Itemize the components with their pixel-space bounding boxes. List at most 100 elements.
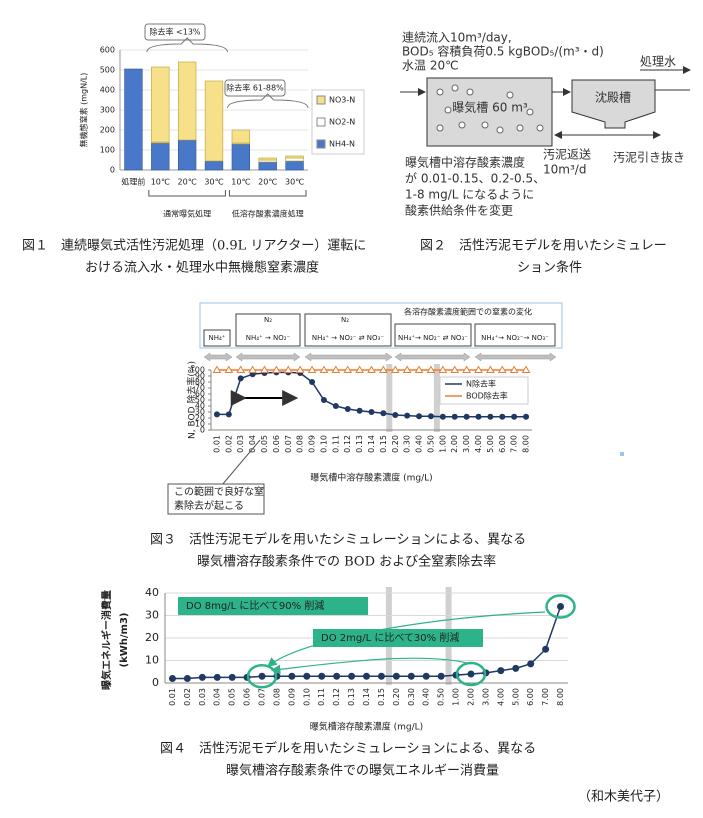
x-tick-label: 20℃ <box>258 178 277 187</box>
data-point <box>390 365 400 373</box>
data-point <box>320 397 327 403</box>
data-point <box>303 672 311 680</box>
clarifier-label: 沈殿槽 <box>595 90 631 105</box>
brace <box>226 93 309 109</box>
data-point <box>225 411 232 418</box>
caption: 図２ 活性汚泥モデルを用いたシミュレー <box>420 238 667 254</box>
data-point <box>527 660 535 668</box>
annotation: DO 8mg/L に比べて90% 削減 <box>186 599 324 612</box>
x-tick-label: 0.08 <box>296 435 305 453</box>
annotation-leader <box>221 439 261 486</box>
bar-segment <box>177 139 197 171</box>
condition-text: BOD₅ 容積負荷0.5 kgBOD₅/(m³・d) <box>402 44 604 59</box>
data-point <box>377 672 385 680</box>
data-point <box>497 667 505 675</box>
x-tick-label: 30℃ <box>285 178 304 187</box>
x-tick-label: 0.12 <box>343 435 352 453</box>
author: （和木美代子） <box>578 790 669 805</box>
x-tick-label: 0.13 <box>355 435 364 453</box>
data-point <box>333 672 341 680</box>
x-tick-label: 0.06 <box>243 688 252 706</box>
range-divider <box>433 364 440 432</box>
range-arrow <box>394 352 471 362</box>
header-box-text: NH₄⁺→ NO₂⁻→ NO₃⁻ <box>481 334 549 342</box>
x-tick-label: 0.40 <box>422 688 431 706</box>
y-tick-label: 70 <box>195 384 205 393</box>
note-text: が 0.01-0.15、0.2-0.5、 <box>405 171 545 186</box>
bar-segment <box>285 160 304 171</box>
header-box-text: NH₄⁺ → NO₂⁻ <box>246 334 291 342</box>
x-tick-label: 3.00 <box>462 435 471 453</box>
x-tick-label: 6.00 <box>498 435 507 453</box>
y-tick-label: 0 <box>200 426 205 435</box>
legend-frame <box>439 376 529 405</box>
x-tick-label: 5.00 <box>486 435 495 453</box>
x-tick-label: 30℃ <box>204 178 223 187</box>
bar-segment <box>151 142 170 171</box>
legend-label: BOD除去率 <box>466 391 508 401</box>
caption: 図４ 活性汚泥モデルを用いたシミュレーションによる、異なる <box>160 741 536 757</box>
x-tick-label: 0.07 <box>284 435 293 453</box>
data-point <box>402 365 412 373</box>
header-box-text: NH₄⁺→ NO₂⁻ ⇄ NO₃⁻ <box>398 334 468 342</box>
x-tick-label: 0.02 <box>224 435 233 453</box>
data-point <box>307 365 317 373</box>
y-tick-label: 100 <box>100 146 115 155</box>
header-box <box>304 313 392 347</box>
x-tick-label: 0.13 <box>347 688 356 706</box>
bar-segment <box>204 80 224 162</box>
data-point <box>467 670 475 678</box>
y-tick-label: 30 <box>195 408 205 417</box>
bar-segment <box>258 161 277 171</box>
data-point <box>258 672 266 680</box>
y-tick-label: 10 <box>195 420 205 429</box>
x-tick-label: 0.14 <box>367 435 376 453</box>
x-tick-label: 0.01 <box>168 688 177 706</box>
data-point <box>295 365 305 373</box>
caption: 曝気槽溶存酸素条件での曝気エネルギー消費量 <box>226 763 499 779</box>
header-box <box>474 323 556 347</box>
data-point <box>309 379 316 385</box>
y-axis-label: 曝気エネルギー消費量 <box>100 590 113 690</box>
annotation-box <box>178 597 368 615</box>
x-tick-label: 0.03 <box>236 435 245 453</box>
data-point <box>248 365 257 373</box>
y-tick-label: 200 <box>100 126 115 135</box>
data-point <box>228 673 236 681</box>
x-tick-label: 0.06 <box>272 435 281 453</box>
data-point <box>427 413 434 420</box>
y-tick-label: 50 <box>195 396 205 405</box>
x-tick-label: 0.30 <box>407 688 416 706</box>
legend-label: N除去率 <box>466 379 496 389</box>
legend-swatch <box>316 139 326 149</box>
bar-segment <box>258 157 277 161</box>
highlight <box>246 664 278 689</box>
y-tick-label: 0 <box>110 166 115 175</box>
data-point <box>450 365 460 373</box>
bar-segment <box>285 157 304 162</box>
annotation: DO 2mg/L に比べて30% 削減 <box>321 631 459 644</box>
x-tick-label: 4.00 <box>474 435 483 453</box>
data-point <box>426 365 436 373</box>
data-point <box>512 664 520 672</box>
range-arrow <box>235 352 301 362</box>
data-point <box>198 673 206 681</box>
y-tick-label: 40 <box>145 586 159 599</box>
x-tick-label: 0.09 <box>308 435 317 453</box>
x-tick-label: 0.07 <box>258 688 267 706</box>
y-tick-label: 80 <box>195 378 205 387</box>
x-tick-label: 8.00 <box>556 688 565 706</box>
annotation: この範囲で良好な窒 <box>174 485 264 498</box>
bar-segment <box>231 129 251 144</box>
x-tick-label: 0.12 <box>332 688 341 706</box>
x-axis-label: 曝気槽中溶存酸素濃度 (mg/L) <box>310 472 432 484</box>
range-divider <box>386 364 393 432</box>
y-tick-label: 30 <box>145 609 159 622</box>
bar-segment <box>177 61 197 141</box>
y-tick-label: 20 <box>195 414 205 423</box>
caption: 図１ 連続曝気式活性汚泥処理（0.9L リアクター）運転に <box>22 238 366 254</box>
x-tick-label: 0.08 <box>272 688 281 706</box>
annotation-arrow <box>270 657 472 675</box>
x-tick-label: 0.15 <box>379 435 388 453</box>
annotation-box <box>313 629 483 647</box>
